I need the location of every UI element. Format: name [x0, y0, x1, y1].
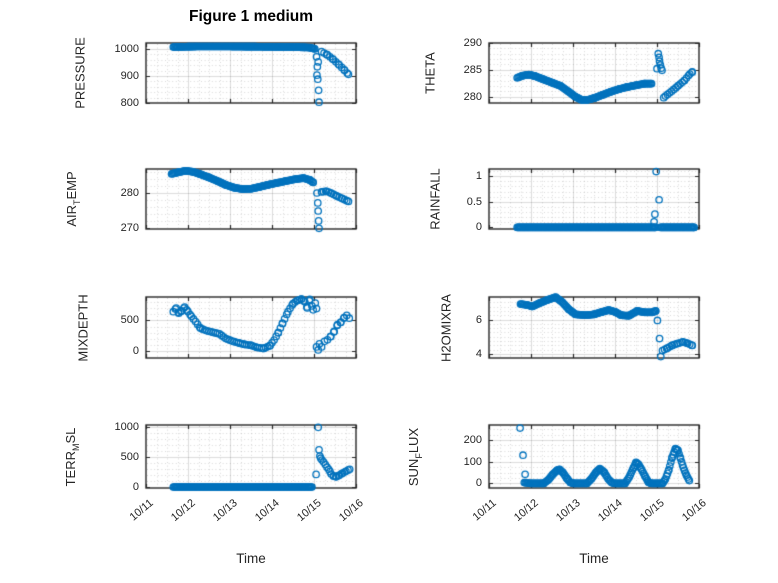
y-tick-label: 0.5 — [466, 195, 482, 208]
figure-title: Figure 1 medium — [188, 8, 314, 25]
axis-label-pressure: PRESSURE — [73, 37, 88, 109]
axis-label-sun_flux: SUNFLUX — [406, 427, 424, 485]
axis-label-h2omixra: H2OMIXRA — [439, 294, 454, 362]
axis-label-part: SUN — [406, 458, 422, 486]
axis-label-part: THETA — [422, 52, 438, 94]
y-tick-label: 285 — [463, 63, 482, 76]
y-tick-label: 0 — [132, 480, 139, 493]
x-axis-label-right: Time — [579, 551, 609, 566]
y-tick-label: 290 — [463, 37, 482, 49]
y-tick-label: 6 — [475, 313, 482, 326]
y-tick-label: 4 — [475, 348, 482, 361]
axis-label-terr_msl: TERRMSL — [63, 427, 81, 486]
axis-label-rainfall: RAINFALL — [428, 168, 443, 229]
axis-label-part: H2OMIXRA — [438, 293, 454, 362]
axis-label-part: T — [71, 199, 82, 206]
axis-label-part: AIR — [64, 205, 80, 227]
y-tick-label: 280 — [463, 90, 482, 103]
axis-label-part: RAINFALL — [427, 168, 443, 230]
y-tick-label: 900 — [120, 69, 139, 82]
axis-label-theta: THETA — [423, 52, 438, 94]
x-axis-label-left: Time — [236, 551, 266, 566]
y-tick-label: 0 — [475, 477, 482, 490]
axis-label-part: F — [413, 452, 424, 459]
y-tick-label: 500 — [120, 450, 139, 463]
axis-label-part: MIXDEPTH — [75, 293, 91, 362]
y-tick-label: 500 — [120, 314, 139, 327]
y-tick-label: 100 — [463, 455, 482, 468]
y-tick-label: 0 — [475, 221, 482, 234]
y-tick-label: 270 — [120, 222, 139, 235]
y-tick-label: 1000 — [114, 420, 139, 433]
axis-label-part: M — [70, 443, 81, 451]
y-tick-label: 200 — [463, 433, 482, 446]
y-tick-label: 1000 — [114, 42, 139, 55]
y-tick-label: 800 — [120, 97, 139, 109]
y-tick-label: 280 — [120, 187, 139, 199]
axis-label-part: PRESSURE — [72, 37, 88, 109]
axis-label-air_temp: AIRTEMP — [64, 171, 82, 226]
axis-label-part: TERR — [63, 450, 79, 486]
axis-label-part: SL — [63, 427, 79, 444]
axis-label-part: LUX — [406, 427, 422, 453]
y-tick-label: 1 — [475, 170, 482, 183]
y-tick-label: 0 — [132, 345, 139, 358]
axis-label-mixdepth: MIXDEPTH — [76, 294, 91, 361]
axis-label-part: EMP — [64, 171, 80, 200]
